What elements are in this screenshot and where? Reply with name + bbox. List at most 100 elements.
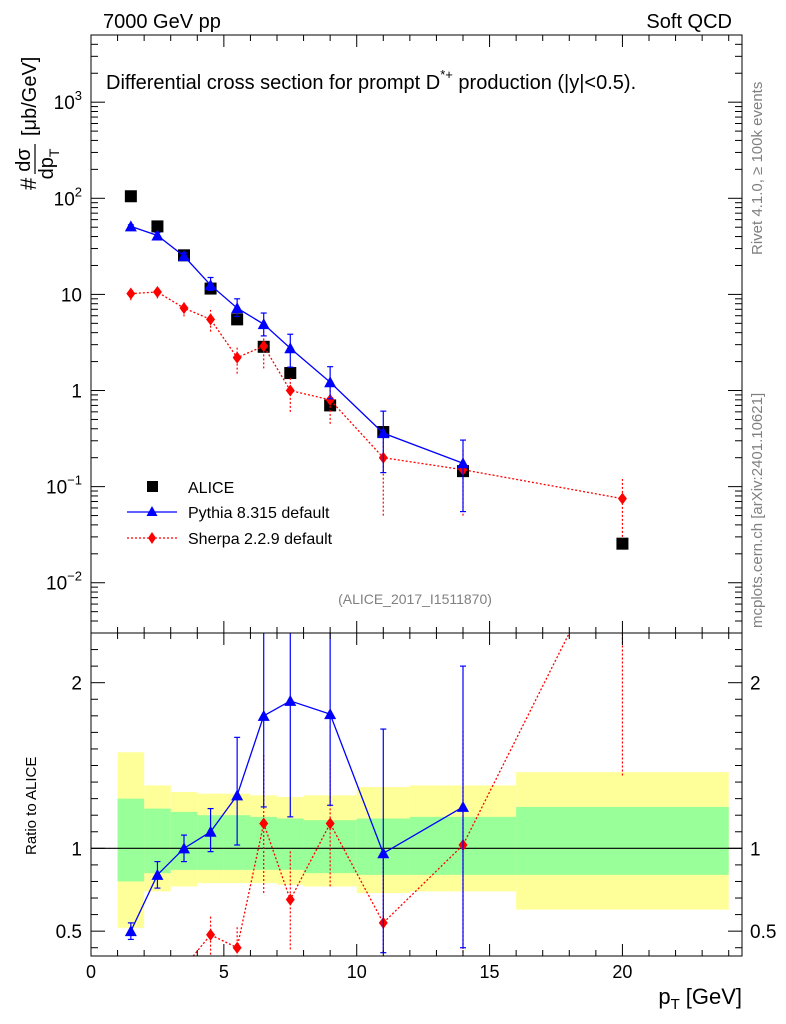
data-point-pythia — [377, 427, 390, 439]
y-tick-exponent: 3 — [75, 88, 82, 103]
ratio-line-pythia — [130, 700, 464, 932]
x-axis-label: pT [GeV] — [658, 984, 742, 1013]
y-tick-base: 1 — [71, 382, 82, 403]
title-superscript: *+ — [440, 67, 453, 82]
ratio-plot-area — [91, 633, 742, 956]
x-label-unit: [GeV] — [686, 984, 742, 1009]
legend-label-pythia: Pythia 8.315 default — [188, 505, 330, 522]
stat-uncertainty-band — [117, 798, 145, 882]
title-text: Differential cross section for prompt D — [106, 72, 440, 94]
data-point-sherpa — [325, 393, 335, 406]
ratio-point-pythia — [284, 694, 297, 706]
y-tick-base: 10 — [54, 189, 75, 210]
y-tick-label: 10−1 — [46, 473, 82, 499]
y-label-denominator: dpT — [36, 148, 62, 179]
data-point-sherpa — [232, 351, 242, 364]
y-label-sub: T — [46, 148, 62, 157]
y-label-unit: [μb/GeV] — [19, 57, 41, 136]
y-label-numerator: dσ — [13, 148, 35, 172]
data-point-sherpa — [152, 285, 162, 298]
data-point-pythia — [124, 220, 137, 232]
ratio-point-sherpa — [232, 941, 242, 954]
ratio-point-sherpa — [285, 893, 295, 906]
y-tick-base: 10 — [46, 478, 67, 499]
title-text-end: production (|y|<0.5). — [453, 72, 636, 94]
data-point-pythia — [324, 376, 337, 388]
x-tick-label: 10 — [347, 962, 367, 982]
series-line-pythia — [130, 225, 464, 464]
legend: ALICE Pythia 8.315 default Sherpa 2.2.9 … — [127, 480, 333, 548]
data-point-sherpa — [617, 492, 627, 505]
ratio-point-pythia — [377, 847, 390, 859]
y-tick-base: 10 — [61, 285, 82, 306]
category-label: Soft QCD — [646, 11, 732, 33]
legend-marker-alice — [147, 481, 158, 492]
rivet-label: Rivet 4.1.0, ≥ 100k events — [749, 82, 766, 255]
x-tick-label: 0 — [86, 962, 96, 982]
y-tick-label: 10−2 — [46, 569, 82, 595]
analysis-id: (ALICE_2017_I1511870) — [338, 591, 492, 607]
alice-data-point — [124, 190, 137, 203]
ratio-point-pythia — [124, 925, 137, 937]
x-label-p: p — [658, 984, 670, 1009]
x-label-sub: T — [671, 996, 680, 1013]
plot-title: Differential cross section for prompt D*… — [106, 67, 636, 94]
data-point-sherpa — [126, 287, 136, 300]
alice-data-point — [616, 537, 629, 550]
ratio-point-pythia — [457, 800, 469, 812]
y-tick-exponent: 2 — [75, 184, 82, 199]
ratio-panel: 0 5 10 15 20 0.5 0.5 1 1 2 2 — [56, 633, 776, 982]
data-point-pythia — [257, 318, 270, 330]
y-tick-label: 10 — [61, 285, 82, 306]
ratio-point-pythia — [151, 868, 164, 880]
legend-label-alice: ALICE — [188, 480, 234, 497]
ratio-point-sherpa — [259, 817, 269, 830]
x-tick-label: 20 — [612, 962, 632, 982]
data-point-pythia — [178, 250, 190, 262]
y-tick-base: 10 — [46, 574, 67, 595]
y-label-dp: dp — [36, 157, 58, 179]
y-tick-exponent: −1 — [67, 473, 82, 488]
ratio-point-pythia — [324, 708, 337, 720]
series-line-sherpa — [130, 291, 623, 500]
y-tick-label: 1 — [71, 382, 82, 403]
ratio-y-label: Ratio to ALICE — [23, 757, 40, 855]
ratio-tick-label-left: 0.5 — [56, 922, 82, 943]
ratio-tick-label-right: 1 — [750, 839, 761, 860]
ratio-point-pythia — [257, 709, 270, 721]
x-tick-label: 5 — [219, 962, 229, 982]
data-point-pythia — [231, 302, 244, 314]
data-point-pythia — [204, 279, 217, 291]
ratio-tick-label-left: 1 — [71, 839, 82, 860]
alice-data-point — [284, 367, 297, 380]
data-point-pythia — [457, 457, 469, 469]
ratio-point-pythia — [204, 825, 217, 837]
stat-uncertainty-band — [277, 818, 304, 870]
ratio-tick-label-left: 2 — [71, 674, 82, 695]
x-tick-label: 15 — [480, 962, 500, 982]
y-tick-label: 102 — [54, 184, 82, 210]
source-label: mcplots.cern.ch [arXiv:2401.10621] — [749, 393, 766, 628]
data-point-pythia — [151, 229, 164, 241]
y-tick-exponent: −2 — [67, 569, 82, 584]
data-point-sherpa — [285, 384, 295, 397]
ratio-tick-label-right: 0.5 — [750, 922, 776, 943]
y-axis-label: # dσ dpT [μb/GeV] — [13, 57, 62, 190]
stat-uncertainty-band — [516, 806, 729, 875]
legend-marker-sherpa — [148, 532, 156, 544]
legend-label-sherpa: Sherpa 2.2.9 default — [188, 531, 333, 548]
energy-label: 7000 GeV pp — [103, 11, 221, 33]
legend-marker-pythia — [146, 506, 158, 516]
ratio-point-sherpa — [325, 817, 335, 830]
ratio-frame — [90, 632, 743, 957]
y-tick-label: 103 — [54, 88, 82, 114]
data-point-sherpa — [259, 340, 269, 353]
ratio-point-pythia — [231, 789, 244, 801]
ratio-point-pythia — [178, 842, 190, 854]
ratio-tick-label-right: 2 — [750, 674, 761, 695]
y-tick-base: 10 — [54, 93, 75, 114]
data-point-sherpa — [206, 313, 216, 326]
data-point-pythia — [284, 342, 297, 354]
